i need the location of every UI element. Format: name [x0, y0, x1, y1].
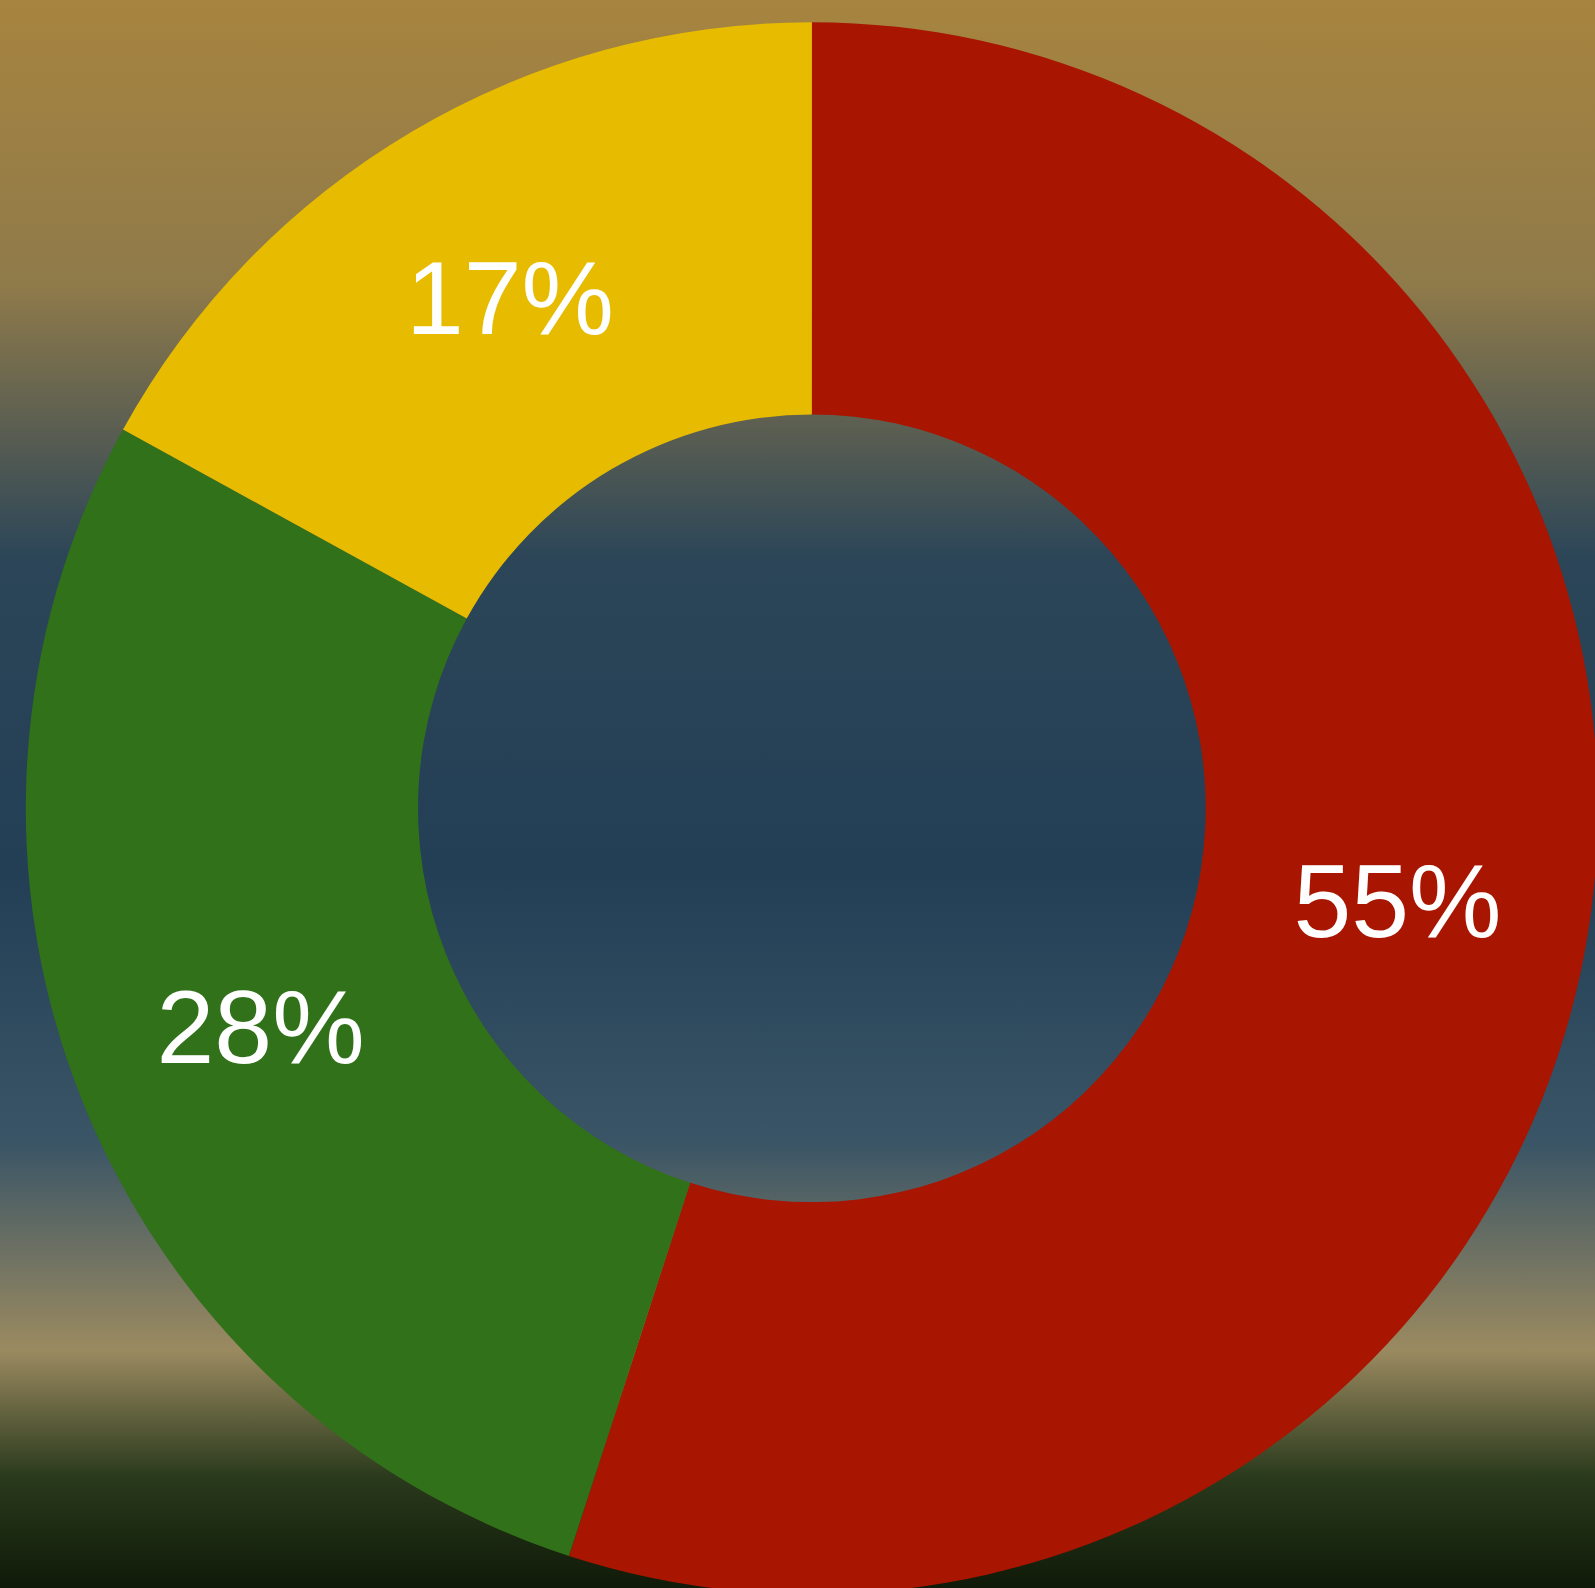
svg-text:17%: 17%: [406, 240, 614, 356]
svg-text:28%: 28%: [156, 969, 364, 1085]
svg-text:55%: 55%: [1293, 843, 1501, 959]
